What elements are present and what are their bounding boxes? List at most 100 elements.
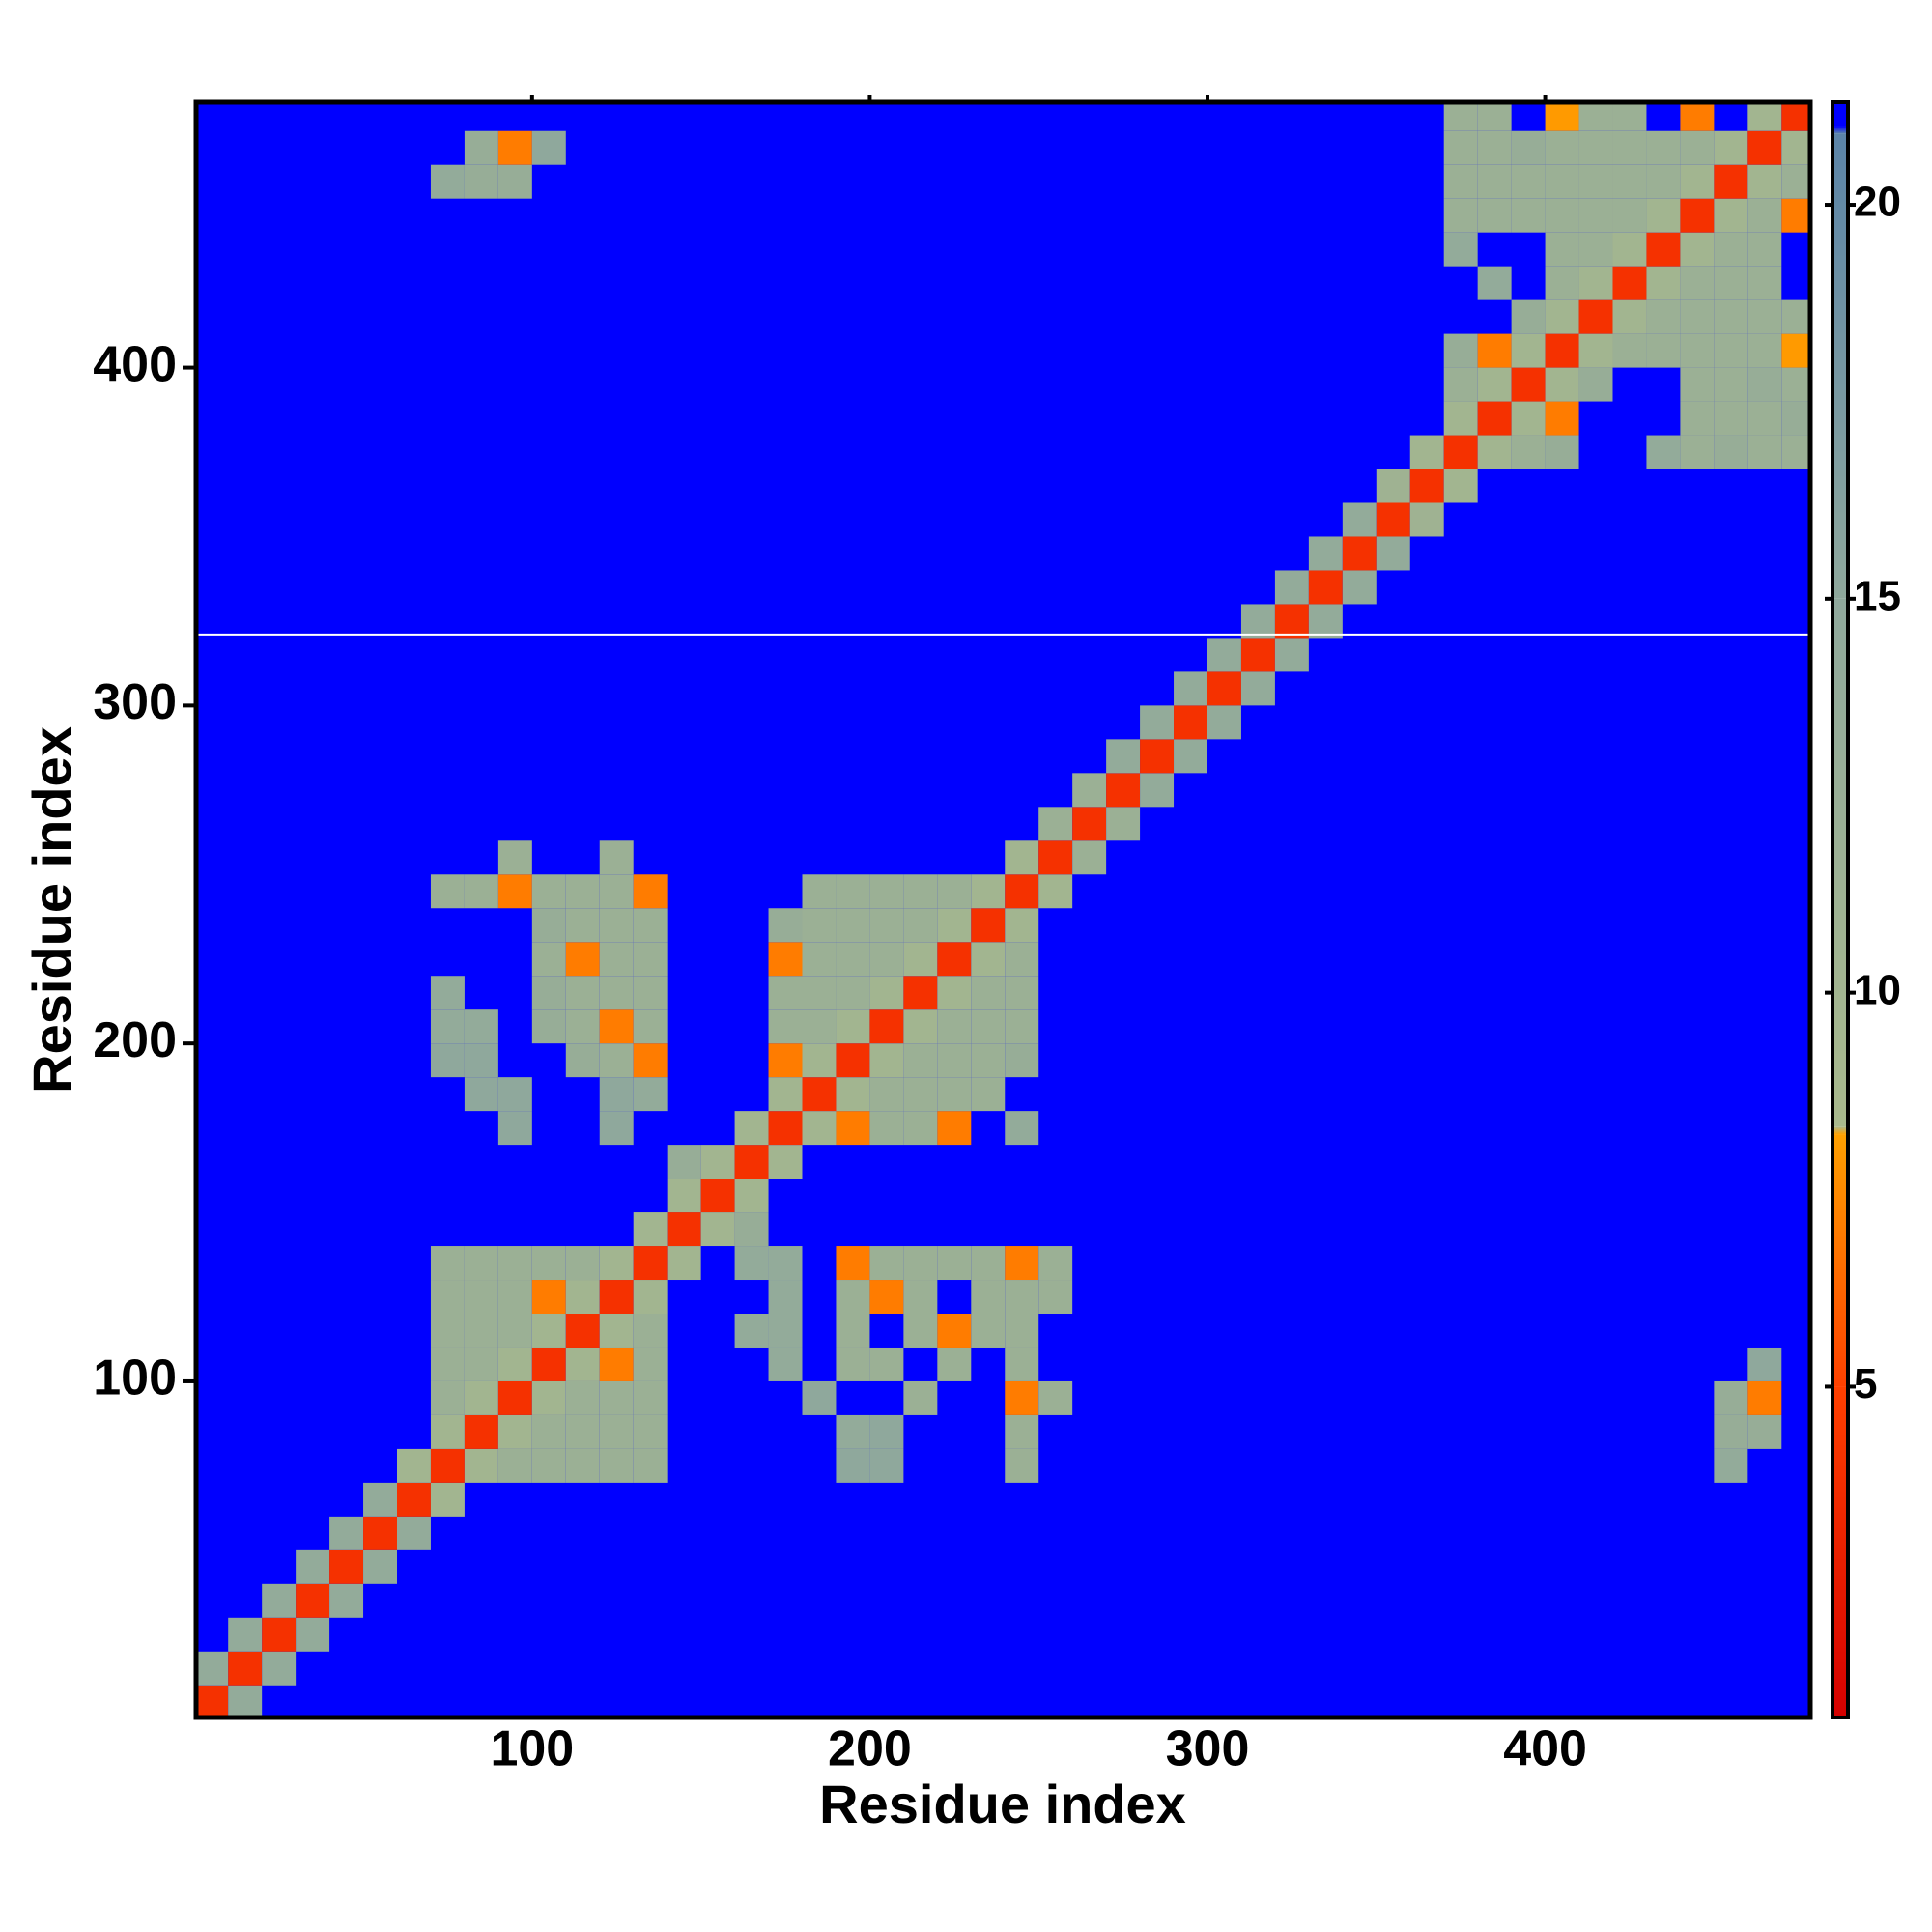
colorbar-border [1831, 100, 1850, 1719]
heatmap-cell [296, 1549, 330, 1584]
heatmap-cell [1477, 435, 1512, 469]
heatmap-cell [1409, 435, 1444, 469]
heatmap-cell [1072, 807, 1107, 841]
heatmap-cell [869, 1077, 904, 1112]
heatmap-cell [633, 908, 668, 943]
heatmap-cell [869, 1347, 904, 1381]
heatmap-cell [1376, 469, 1410, 503]
heatmap-cell [768, 1111, 803, 1146]
heatmap-cell [497, 1280, 532, 1314]
heatmap-cell [1443, 164, 1478, 199]
heatmap-cell [667, 1179, 701, 1213]
heatmap-cell [937, 874, 972, 909]
heatmap-cell [565, 874, 600, 909]
heatmap-cell [1511, 130, 1546, 165]
heatmap-cell [1005, 1414, 1039, 1449]
heatmap-cell [464, 1414, 498, 1449]
heatmap-cell [802, 1380, 837, 1415]
heatmap-cell [531, 1347, 566, 1381]
heatmap-cell [1747, 367, 1782, 402]
heatmap-cell [1612, 333, 1647, 368]
heatmap-cell [869, 1043, 904, 1078]
heatmap-cell [1477, 367, 1512, 402]
heatmap-cell [1072, 840, 1107, 875]
heatmap-cell [836, 1448, 870, 1483]
heatmap-cell [1477, 102, 1512, 131]
heatmap-cell [971, 1043, 1006, 1078]
heatmap-cell [937, 1347, 972, 1381]
heatmap-cell [296, 1617, 330, 1652]
heatmap-cell [937, 1246, 972, 1281]
heatmap-cell [464, 1280, 498, 1314]
heatmap-cell [1443, 102, 1478, 131]
y-tick-label: 300 [93, 674, 177, 730]
heatmap-cell [633, 1212, 668, 1247]
heatmap-cell [937, 908, 972, 943]
heatmap-cell [1545, 102, 1579, 131]
heatmap-cell [262, 1651, 297, 1686]
heatmap-cell [1578, 299, 1613, 334]
colorbar-tick-label: 5 [1854, 1360, 1877, 1407]
heatmap-cell [497, 840, 532, 875]
heatmap-cell [633, 1280, 668, 1314]
heatmap-cell [363, 1482, 398, 1517]
heatmap-cell [196, 1685, 229, 1718]
heatmap-cell [1477, 164, 1512, 199]
heatmap-cell [734, 1314, 769, 1348]
heatmap-cell [1714, 130, 1748, 165]
heatmap-cell [1646, 130, 1681, 165]
heatmap-cell [700, 1212, 735, 1247]
heatmap-cell [565, 1043, 600, 1078]
heatmap-cell [599, 1380, 634, 1415]
heatmap-cell [430, 1347, 465, 1381]
y-tick-label: 100 [93, 1350, 177, 1406]
heatmap-cell [1342, 502, 1377, 537]
heatmap-cell [1680, 401, 1715, 436]
heatmap-cell [1781, 164, 1810, 199]
heatmap-cell [262, 1583, 297, 1618]
heatmap-cell [734, 1212, 769, 1247]
heatmap-cell [565, 1246, 600, 1281]
heatmap-cell [329, 1549, 364, 1584]
heatmap-cell [903, 1314, 938, 1348]
heatmap-cell [869, 1414, 904, 1449]
heatmap-cell [430, 1380, 465, 1415]
heatmap-cell [700, 1145, 735, 1179]
heatmap-cell [1174, 705, 1208, 740]
heatmap-cell [1106, 773, 1141, 808]
heatmap-cell [1443, 198, 1478, 233]
heatmap-cell [971, 1280, 1006, 1314]
heatmap-cell [937, 1314, 972, 1348]
heatmap-cell [937, 1077, 972, 1112]
heatmap-cell [599, 1009, 634, 1044]
heatmap-cell [1714, 1414, 1748, 1449]
heatmap-cell [869, 976, 904, 1010]
heatmap-cell [531, 976, 566, 1010]
heatmap-cell [836, 1414, 870, 1449]
heatmap-cell [1207, 671, 1241, 706]
heatmap-cell [903, 1380, 938, 1415]
heatmap-cell [1005, 1380, 1039, 1415]
heatmap-cell [1072, 773, 1107, 808]
x-tick-label: 400 [1503, 1721, 1587, 1777]
heatmap-cell [531, 942, 566, 977]
heatmap-cell [1747, 232, 1782, 267]
heatmap-cell [869, 874, 904, 909]
heatmap-cell [903, 1246, 938, 1281]
heatmap-cell [565, 1380, 600, 1415]
heatmap-cell [1680, 266, 1715, 300]
heatmap-cell [464, 1380, 498, 1415]
heatmap-cell [1038, 1380, 1073, 1415]
heatmap-cell [1005, 942, 1039, 977]
heatmap-cell [1038, 807, 1073, 841]
heatmap-cell [836, 942, 870, 977]
heatmap-cell [633, 1448, 668, 1483]
heatmap-cell [599, 1414, 634, 1449]
heatmap-cell [531, 1380, 566, 1415]
heatmap-cell [599, 1448, 634, 1483]
heatmap-cell [228, 1651, 263, 1686]
heatmap-cell [971, 1009, 1006, 1044]
heatmap-cell [1511, 164, 1546, 199]
heatmap-cell [1005, 1111, 1039, 1146]
heatmap-cell [329, 1516, 364, 1550]
